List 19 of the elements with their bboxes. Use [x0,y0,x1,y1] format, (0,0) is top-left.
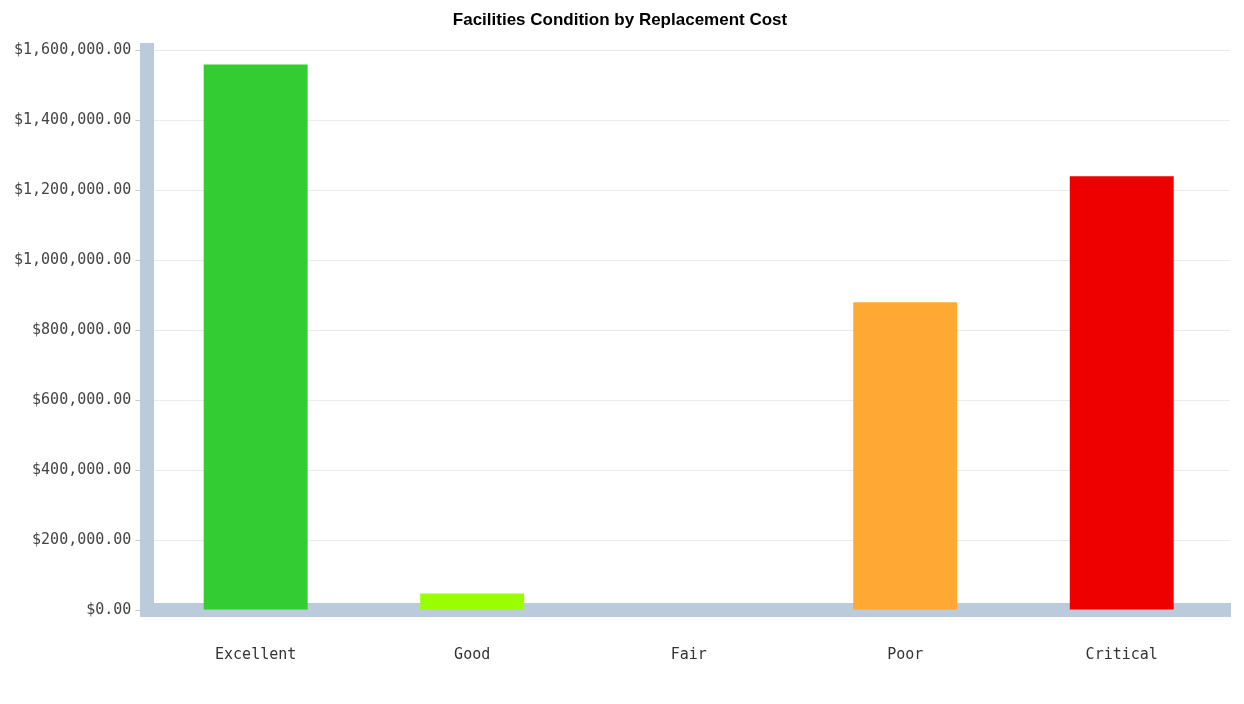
bar [1069,176,1174,610]
chart-title: Facilities Condition by Replacement Cost [452,9,788,29]
x-tick-label: Fair [670,644,707,663]
x-tick-label: Good [454,644,491,663]
y-tick-label: $800,000.00 [32,320,132,339]
y-tick-label: $0.00 [86,599,132,618]
x-tick-label: Excellent [215,644,297,663]
y-tick-label: $200,000.00 [32,529,132,548]
x-tick-label: Poor [887,644,924,663]
x-tick-label: Critical [1085,644,1158,663]
bar [203,64,308,610]
bar [853,302,958,610]
bar [420,593,525,610]
y-tick-label: $1,000,000.00 [13,250,132,269]
y-tick-label: $600,000.00 [32,390,132,409]
y-tick-label: $1,600,000.00 [13,40,132,59]
y-tick-label: $400,000.00 [32,459,132,478]
y-tick-label: $1,400,000.00 [13,110,132,129]
y-tick-label: $1,200,000.00 [13,180,132,199]
